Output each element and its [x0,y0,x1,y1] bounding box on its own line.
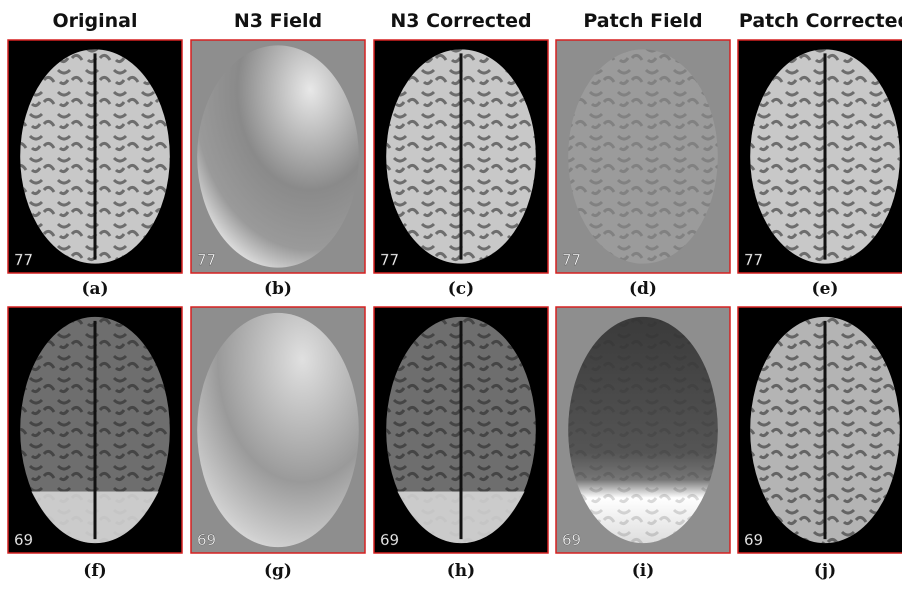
slice-number: 69 [562,531,581,549]
panel-caption: (g) [264,561,292,581]
column-title: Patch Corrected [739,10,902,32]
panel-caption: (c) [448,279,474,299]
figure: Original N3 Field N3 Corrected Patch Field P… [0,0,902,589]
panel-caption: (i) [632,561,655,581]
slice-number: 69 [14,531,33,549]
image-panel: 69 [8,307,182,553]
column-title: Patch Field [583,10,702,32]
slice-number: 69 [380,531,399,549]
panel-caption: (h) [447,561,475,581]
image-panel: 77 [191,40,365,273]
image-panel: 69 [374,307,548,553]
column-title: Original [52,10,137,32]
bias-texture [568,49,718,263]
bias-field [197,45,359,267]
panel-caption: (a) [81,279,108,299]
image-panel: 77 [8,40,182,273]
image-panel: 69 [556,307,730,553]
image-panel: 77 [374,40,548,273]
slice-number: 69 [744,531,763,549]
panel-caption: (d) [629,279,657,299]
image-panel: 69 [738,307,902,553]
image-panel: 77 [556,40,730,273]
slice-number: 77 [744,251,763,269]
slice-number: 77 [14,251,33,269]
slice-number: 77 [380,251,399,269]
panel-caption: (f) [83,561,106,581]
slice-number: 69 [197,531,216,549]
bias-texture [568,317,718,543]
bias-field [197,313,359,547]
panel-caption: (e) [812,279,839,299]
panel-caption: (j) [814,561,836,581]
column-title: N3 Field [234,10,322,32]
column-title: N3 Corrected [390,10,531,32]
slice-number: 77 [562,251,581,269]
panel-caption: (b) [264,279,292,299]
slice-number: 77 [197,251,216,269]
image-panel: 69 [191,307,365,553]
image-panel: 77 [738,40,902,273]
